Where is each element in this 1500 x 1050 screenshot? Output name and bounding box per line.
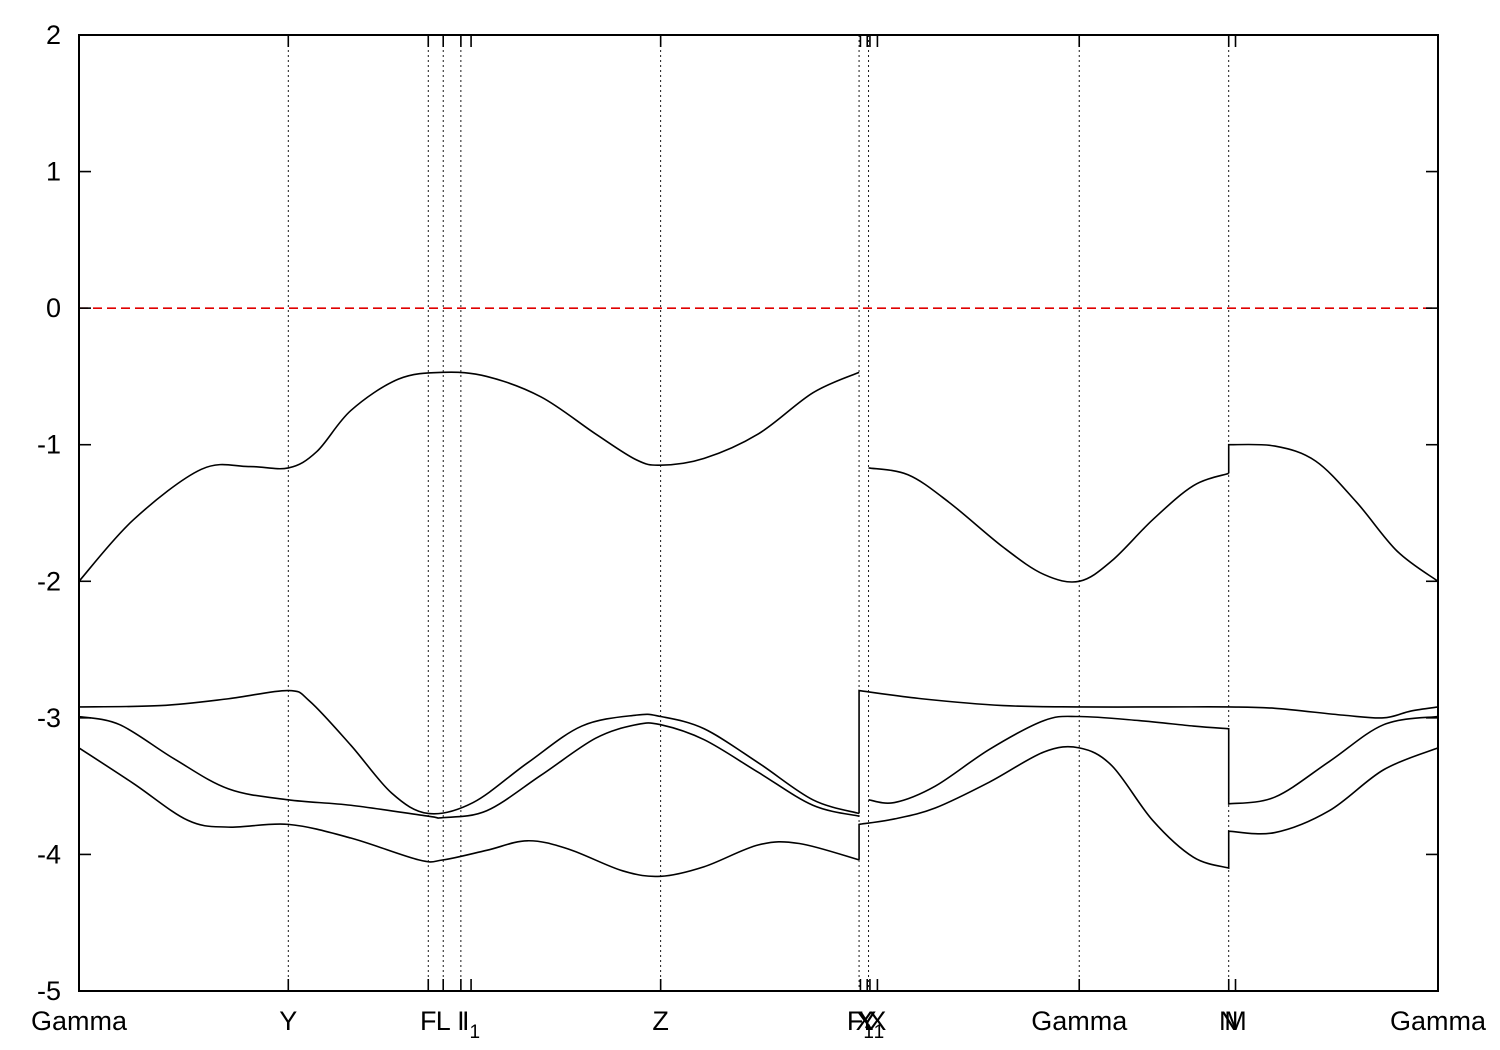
y-tick-label: 0: [46, 293, 61, 323]
x-tick-label: Z: [652, 1006, 669, 1036]
band-line: [78, 747, 860, 878]
x-tick-label: Gamma: [1390, 1006, 1487, 1036]
kpoint-lines: [287, 35, 1230, 991]
x-tick-label: X: [868, 1006, 886, 1036]
band-curves: [78, 371, 1439, 878]
x-tick-label: I1: [462, 1006, 480, 1043]
x-tick-label: X1: [856, 1006, 885, 1043]
y-tick-label: 1: [46, 157, 61, 187]
band-line: [1227, 443, 1439, 582]
band-line: [858, 689, 1439, 814]
y-tick-label: 2: [46, 20, 61, 50]
y-tick-label: -4: [37, 839, 61, 869]
band-line: [78, 689, 860, 815]
x-tick-label: Y: [858, 1006, 876, 1036]
x-tick-label: F1: [847, 1006, 874, 1043]
y-tick-label: -2: [37, 566, 61, 596]
y-tick-label: -1: [37, 430, 61, 460]
x-tick-label: F: [420, 1006, 437, 1036]
x-tick-label: Gamma: [1031, 1006, 1128, 1036]
x-tick-label: I: [457, 1006, 465, 1036]
x-tick-label: Y: [279, 1006, 297, 1036]
band-line: [868, 467, 1229, 583]
band-line: [868, 715, 1439, 805]
x-tick-label: M: [1224, 1006, 1247, 1036]
plot-frame: [78, 34, 1439, 992]
band-line: [858, 745, 1439, 870]
x-tick-label: Gamma: [31, 1006, 128, 1036]
axis-ticks: [78, 34, 1439, 992]
x-tick-label: N: [1219, 1006, 1239, 1036]
band-line: [78, 371, 860, 582]
y-tick-label: -5: [37, 976, 61, 1006]
x-tick-label: L: [436, 1006, 451, 1036]
band-line: [78, 715, 860, 819]
y-tick-labels: 2 1 0 -1 -2 -3 -4 -5: [37, 20, 61, 1006]
y-tick-label: -3: [37, 703, 61, 733]
